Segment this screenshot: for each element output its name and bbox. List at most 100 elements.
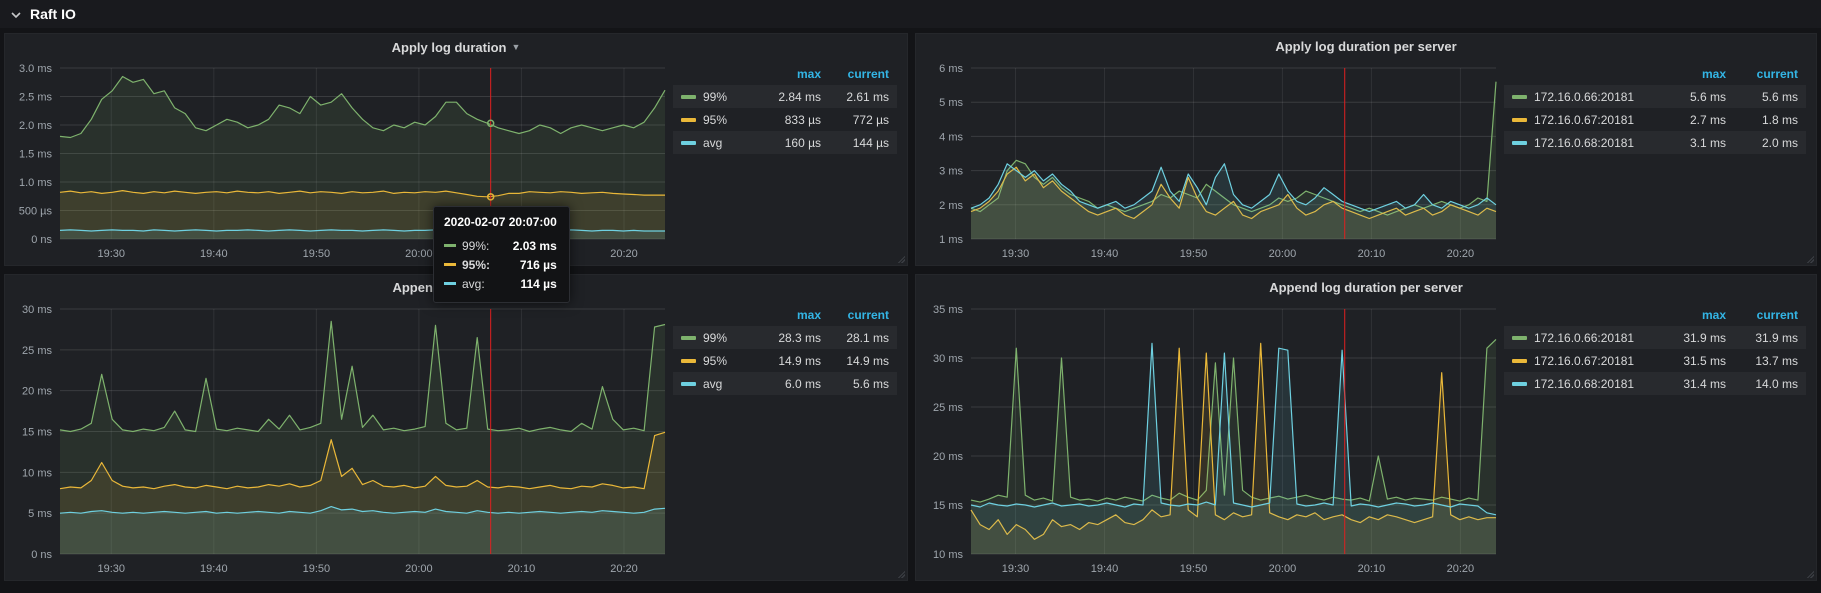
tooltip-series-label: 99%: bbox=[462, 238, 490, 253]
legend-current-value: 5.6 ms bbox=[1761, 89, 1798, 104]
legend-max-value: 31.4 ms bbox=[1683, 376, 1726, 391]
legend-series-toggle[interactable]: avg bbox=[681, 377, 753, 391]
chart-apply-log-duration-per-server[interactable]: 19:30 19:40 19:50 20:00 20:10 20:20 6 ms 5 ms 4 … bbox=[916, 58, 1504, 268]
legend-series-label: 172.16.0.68:20181 bbox=[1534, 376, 1635, 391]
tooltip-timestamp: 2020-02-07 20:07:00 bbox=[444, 215, 557, 229]
legend-series-toggle[interactable]: 172.16.0.68:20181 bbox=[1512, 136, 1654, 150]
append-log-duration-per-server-chart-svg: 19:30 19:40 19:50 20:00 20:10 20:20 35 ms 30 ms… bbox=[933, 304, 1497, 575]
panel-title-text: Append log duration per server bbox=[1269, 280, 1463, 295]
legend-current-value: 5.6 ms bbox=[852, 376, 889, 391]
panel-menu-caret-icon: ▼ bbox=[511, 42, 521, 52]
tooltip-series-value: 716 µs bbox=[519, 257, 557, 272]
svg-text:5 ms: 5 ms bbox=[28, 508, 52, 520]
legend-max-value: 6.0 ms bbox=[784, 376, 821, 391]
legend-header-row: max current bbox=[673, 303, 897, 326]
legend-max-value: 31.5 ms bbox=[1683, 353, 1726, 368]
legend-series-toggle[interactable]: 172.16.0.66:20181 bbox=[1512, 331, 1654, 345]
legend-row: 172.16.0.68:20181 3.1 ms 2.0 ms bbox=[1504, 131, 1806, 154]
svg-text:3 ms: 3 ms bbox=[939, 166, 963, 178]
legend-max-header[interactable]: max bbox=[796, 307, 821, 322]
legend-current-value: 14.0 ms bbox=[1755, 376, 1798, 391]
legend-max-header[interactable]: max bbox=[796, 66, 821, 81]
legend-current-value: 772 µs bbox=[852, 112, 889, 127]
legend-series-label: avg bbox=[703, 135, 723, 150]
legend-max-header[interactable]: max bbox=[1701, 66, 1726, 81]
panel-append-log-duration-per-server: Append log duration per server 19:30 19:4… bbox=[915, 274, 1817, 581]
legend-series-label: 95% bbox=[703, 112, 728, 127]
svg-text:20:00: 20:00 bbox=[1269, 563, 1297, 575]
legend-current-header[interactable]: current bbox=[1756, 66, 1798, 81]
panel-title-apply-log-duration-per-server[interactable]: Apply log duration per server bbox=[916, 34, 1816, 58]
legend-series-toggle[interactable]: avg bbox=[681, 136, 753, 150]
panel-title-apply-log-duration[interactable]: Apply log duration ▼ bbox=[5, 34, 907, 58]
legend-series-label: avg bbox=[703, 376, 723, 391]
legend-series-toggle[interactable]: 172.16.0.68:20181 bbox=[1512, 377, 1654, 391]
legend-row: avg 6.0 ms 5.6 ms bbox=[673, 372, 897, 395]
legend-series-label: 99% bbox=[703, 330, 728, 345]
legend-row: 95% 833 µs 772 µs bbox=[673, 108, 897, 131]
svg-text:19:30: 19:30 bbox=[1002, 563, 1030, 575]
panel-title-append-log-duration-per-server[interactable]: Append log duration per server bbox=[916, 275, 1816, 299]
svg-text:19:40: 19:40 bbox=[1091, 248, 1119, 260]
panel-title-text: Apply log duration per server bbox=[1275, 39, 1457, 54]
legend-current-header[interactable]: current bbox=[847, 307, 889, 322]
svg-text:5 ms: 5 ms bbox=[939, 97, 963, 109]
legend-series-toggle[interactable]: 172.16.0.66:20181 bbox=[1512, 90, 1654, 104]
legend-append-log-duration-per-server: max current 172.16.0.66:20181 31.9 ms 31.9 m… bbox=[1504, 303, 1816, 395]
tooltip-row: avg: 114 µs bbox=[444, 274, 557, 293]
legend-swatch-icon bbox=[681, 358, 696, 363]
legend-max-value: 3.1 ms bbox=[1689, 135, 1726, 150]
svg-text:19:50: 19:50 bbox=[303, 563, 331, 575]
tooltip-row: 99%: 2.03 ms bbox=[444, 236, 557, 255]
svg-text:10 ms: 10 ms bbox=[22, 467, 52, 479]
panel-resize-handle[interactable] bbox=[897, 255, 905, 263]
tooltip-series-label: 95%: bbox=[462, 257, 491, 272]
legend-current-value: 31.9 ms bbox=[1755, 330, 1798, 345]
legend-series-toggle[interactable]: 99% bbox=[681, 331, 753, 345]
svg-text:19:40: 19:40 bbox=[200, 248, 228, 260]
row-header-raft-io[interactable]: Raft IO bbox=[0, 0, 1821, 28]
svg-text:19:40: 19:40 bbox=[200, 563, 228, 575]
svg-text:20 ms: 20 ms bbox=[22, 386, 52, 398]
legend-header-row: max current bbox=[673, 62, 897, 85]
svg-text:20:10: 20:10 bbox=[1358, 248, 1386, 260]
legend-swatch-icon bbox=[1512, 94, 1527, 99]
legend-row: avg 160 µs 144 µs bbox=[673, 131, 897, 154]
legend-current-value: 2.61 ms bbox=[846, 89, 889, 104]
legend-series-toggle[interactable]: 95% bbox=[681, 354, 753, 368]
chevron-down-icon bbox=[10, 8, 22, 20]
legend-series-label: 172.16.0.67:20181 bbox=[1534, 112, 1635, 127]
legend-series-label: 172.16.0.66:20181 bbox=[1534, 330, 1635, 345]
legend-current-header[interactable]: current bbox=[1756, 307, 1798, 322]
legend-apply-log-duration-per-server: max current 172.16.0.66:20181 5.6 ms 5.6 ms 1… bbox=[1504, 62, 1816, 154]
svg-text:15 ms: 15 ms bbox=[22, 427, 52, 439]
chart-append-log-duration[interactable]: 19:30 19:40 19:50 20:00 20:10 20:20 30 ms 25 ms… bbox=[5, 299, 673, 583]
legend-header-row: max current bbox=[1504, 62, 1806, 85]
panel-resize-handle[interactable] bbox=[1806, 255, 1814, 263]
legend-max-value: 2.84 ms bbox=[778, 89, 821, 104]
panel-resize-handle[interactable] bbox=[897, 570, 905, 578]
legend-series-toggle[interactable]: 172.16.0.67:20181 bbox=[1512, 113, 1654, 127]
apply-log-duration-per-server-chart-svg: 19:30 19:40 19:50 20:00 20:10 20:20 6 ms 5 ms 4 … bbox=[939, 63, 1497, 260]
panel-resize-handle[interactable] bbox=[1806, 570, 1814, 578]
svg-text:19:50: 19:50 bbox=[1180, 248, 1208, 260]
legend-max-header[interactable]: max bbox=[1701, 307, 1726, 322]
chart-append-log-duration-per-server[interactable]: 19:30 19:40 19:50 20:00 20:10 20:20 35 ms 30 ms… bbox=[916, 299, 1504, 583]
legend-series-toggle[interactable]: 172.16.0.67:20181 bbox=[1512, 354, 1654, 368]
legend-swatch-icon bbox=[1512, 358, 1527, 363]
legend-series-toggle[interactable]: 99% bbox=[681, 90, 753, 104]
svg-text:4 ms: 4 ms bbox=[939, 131, 963, 143]
legend-series-label: 95% bbox=[703, 353, 728, 368]
legend-swatch-icon bbox=[1512, 381, 1527, 386]
svg-text:20:00: 20:00 bbox=[1269, 248, 1297, 260]
legend-max-value: 5.6 ms bbox=[1689, 89, 1726, 104]
legend-series-toggle[interactable]: 95% bbox=[681, 113, 753, 127]
legend-swatch-icon bbox=[681, 94, 696, 99]
legend-swatch-icon bbox=[1512, 117, 1527, 122]
legend-current-value: 13.7 ms bbox=[1755, 353, 1798, 368]
legend-swatch-icon bbox=[681, 140, 696, 145]
svg-text:19:50: 19:50 bbox=[1180, 563, 1208, 575]
legend-current-header[interactable]: current bbox=[847, 66, 889, 81]
legend-append-log-duration: max current 99% 28.3 ms 28.1 ms 95% 14.9 ms 14.… bbox=[673, 303, 907, 395]
